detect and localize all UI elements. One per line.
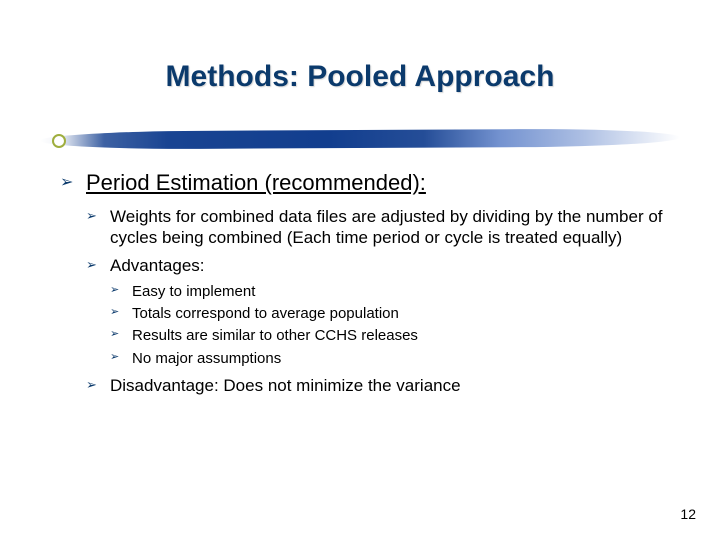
bullet-lvl2-disadvantage: Disadvantage: Does not minimize the vari… <box>86 375 680 396</box>
bullet-lvl3-results: Results are similar to other CCHS releas… <box>110 326 680 346</box>
slide-body: Period Estimation (recommended): Weights… <box>60 170 680 404</box>
bullet-lvl2-weights: Weights for combined data files are adju… <box>86 206 680 249</box>
bullet-lvl3-easy: Easy to implement <box>110 282 680 302</box>
lvl2-advantages-text: Advantages: <box>110 256 205 275</box>
decorative-dot-icon <box>52 134 66 148</box>
lvl2-disadvantage-text: Disadvantage: Does not minimize the vari… <box>110 376 461 395</box>
bullet-lvl1-period-estimation: Period Estimation (recommended): Weights… <box>60 170 680 396</box>
lvl3-a2-text: Totals correspond to average population <box>132 305 399 322</box>
slide: Methods: Pooled Approach Period Estimati… <box>0 0 720 540</box>
lvl3-a4-text: No major assumptions <box>132 350 281 367</box>
bullet-lvl3-totals: Totals correspond to average population <box>110 304 680 324</box>
lvl1-text: Period Estimation (recommended): <box>86 170 426 195</box>
bullet-lvl2-advantages: Advantages: Easy to implement Totals cor… <box>86 255 680 369</box>
bullet-lvl3-assumptions: No major assumptions <box>110 349 680 369</box>
lvl2-weights-text: Weights for combined data files are adju… <box>110 207 663 247</box>
page-number: 12 <box>680 506 696 522</box>
slide-title: Methods: Pooled Approach <box>0 60 720 94</box>
lvl3-a1-text: Easy to implement <box>132 283 255 300</box>
decorative-swoosh <box>40 128 680 149</box>
lvl3-a3-text: Results are similar to other CCHS releas… <box>132 327 418 344</box>
